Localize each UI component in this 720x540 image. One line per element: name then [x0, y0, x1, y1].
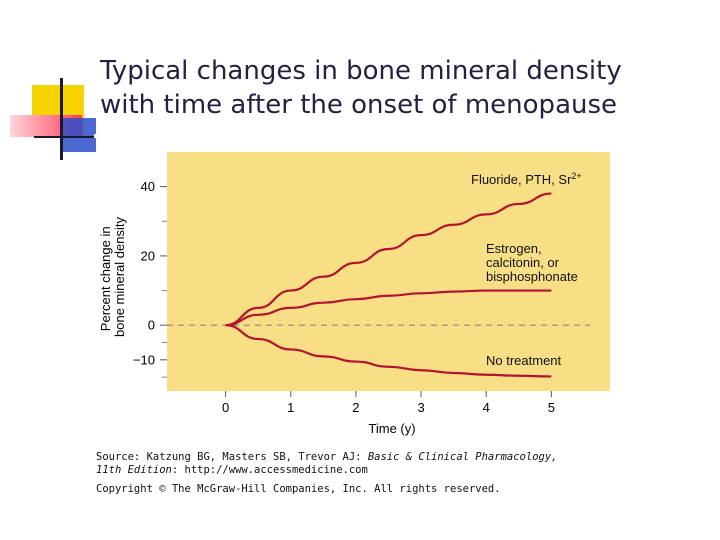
source-book: Basic & Clinical Pharmacology, — [367, 451, 558, 463]
plot-area — [167, 152, 610, 391]
y-tick-label-0: 40 — [141, 179, 155, 194]
y-axis-label-line-2: bone mineral density — [112, 217, 127, 337]
deco-white-mask — [94, 134, 696, 138]
curve-series-0 — [225, 192, 552, 327]
series-label-1-line-0: Estrogen, — [486, 241, 542, 256]
slide-title-line-1: Typical changes in bone mineral density — [100, 56, 622, 86]
y-tick-label-3: −10 — [133, 352, 155, 367]
slide-title-line-2: with time after the onset of menopause — [100, 90, 618, 120]
x-tick-label-0: 0 — [222, 400, 229, 415]
source-edition: 11th Edition — [96, 464, 172, 476]
source-url: : http://www.accessmedicine.com — [171, 464, 368, 476]
x-tick-label-4: 4 — [483, 400, 490, 415]
x-tick-label-5: 5 — [548, 400, 555, 415]
deco-blue-square — [62, 118, 96, 152]
curve-series-1 — [225, 289, 552, 327]
series-label-0-superscript: 2+ — [571, 171, 581, 181]
source-citation: Source: Katzung BG, Masters SB, Trevor A… — [96, 451, 696, 477]
series-label-1-line-2: bisphosphonate — [486, 269, 578, 284]
deco-vertical-line — [60, 78, 63, 160]
copyright-notice: Copyright © The McGraw-Hill Companies, I… — [96, 483, 501, 495]
series-label-2: No treatment — [486, 353, 562, 368]
x-axis-label: Time (y) — [368, 421, 415, 436]
y-tick-label-2: 0 — [148, 318, 155, 333]
y-tick-label-1: 20 — [141, 248, 155, 263]
x-tick-label-1: 1 — [287, 400, 294, 415]
slide-title: Typical changes in bone mineral density … — [100, 54, 700, 122]
series-label-1-line-1: calcitonin, or — [486, 255, 560, 270]
series-label-0: Fluoride, PTH, Sr2+ — [471, 171, 582, 187]
curve-series-2 — [225, 324, 552, 378]
y-axis-label-line-1: Percent change in — [98, 226, 113, 331]
x-tick-label-2: 2 — [352, 400, 359, 415]
bone-density-chart: 40 20 0 −10 0 1 2 3 4 5 Fluoride, PTH, Sr2+ Estrog… — [98, 152, 610, 436]
source-prefix: Source: Katzung BG, Masters SB, Trevor A… — [96, 451, 368, 463]
x-tick-label-3: 3 — [417, 400, 424, 415]
y-axis-label: Percent change in bone mineral density — [98, 217, 127, 337]
